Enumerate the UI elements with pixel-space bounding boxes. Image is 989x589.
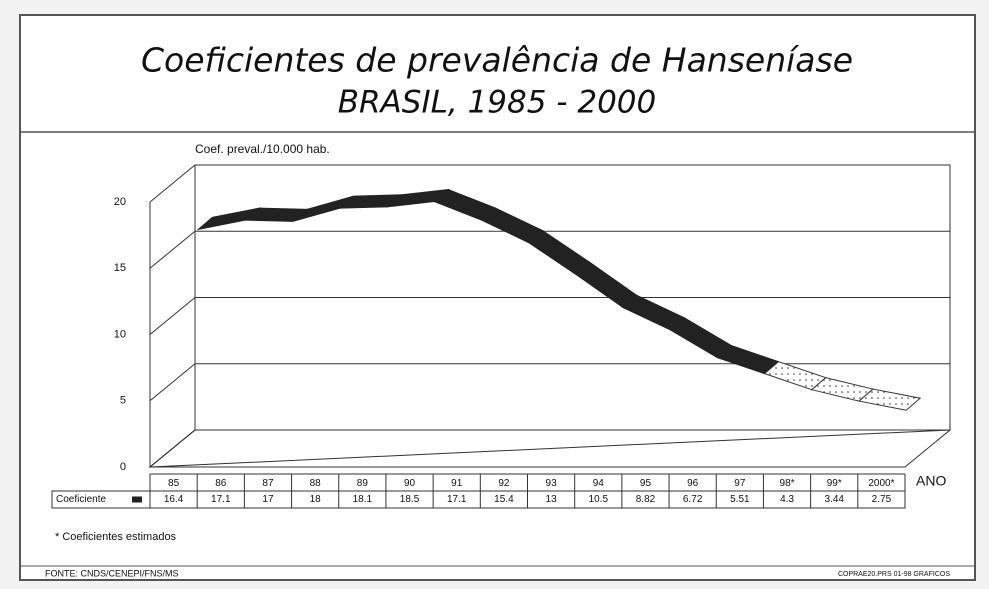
x-tick-label: 96 (687, 478, 699, 489)
source: FONTE: CNDS/CENEPI/FNS/MS (45, 568, 179, 578)
table-value: 5.51 (730, 494, 750, 505)
x-tick-label: 95 (640, 478, 652, 489)
footnote: * Coeficientes estimados (55, 531, 177, 543)
x-tick-label: 2000* (868, 478, 894, 489)
table-value: 4.3 (780, 494, 794, 505)
table-value: 16.4 (164, 494, 184, 505)
x-tick-label: 99* (827, 478, 842, 489)
tick-diagonal (149, 363, 196, 402)
y-tick-label: 10 (114, 328, 126, 340)
x-tick-label: 94 (593, 478, 605, 489)
tick-diagonal (149, 429, 196, 468)
x-tick-label: 97 (734, 478, 746, 489)
x-tick-label: 98* (780, 478, 795, 489)
tick-diagonal (149, 297, 196, 335)
x-tick-label: 90 (404, 478, 416, 489)
x-tick-label: 87 (262, 478, 274, 489)
y-axis-label: Coef. preval./10.000 hab. (195, 142, 330, 156)
table-value: 18.1 (353, 494, 373, 505)
ribbon-segment (857, 388, 922, 411)
table-value: 2.75 (872, 494, 892, 505)
table-value: 17.1 (447, 494, 467, 505)
x-tick-label: 92 (498, 478, 510, 489)
table-value: 15.4 (494, 494, 514, 505)
table-value: 3.44 (824, 494, 844, 505)
x-tick-label: 86 (215, 478, 227, 489)
y-tick-label: 15 (114, 262, 126, 274)
x-tick-label: 93 (546, 478, 558, 489)
table-value: 13 (546, 494, 558, 505)
table-value: 8.82 (636, 494, 656, 505)
legend-swatch (132, 496, 142, 503)
y-tick-label: 5 (120, 395, 126, 407)
table-value: 18 (310, 494, 322, 505)
tick-diagonal (149, 164, 196, 203)
table-value: 6.72 (683, 494, 703, 505)
table-value: 17 (262, 494, 274, 505)
table-value: 18.5 (400, 494, 420, 505)
x-tick-label: 91 (451, 478, 463, 489)
y-tick-label: 0 (120, 461, 126, 473)
table-value: 10.5 (589, 494, 609, 505)
x-axis-label: ANO (916, 473, 946, 489)
legend-label: Coeficiente (56, 494, 106, 505)
x-tick-label: 88 (310, 478, 322, 489)
tick-diagonal (149, 230, 196, 269)
x-tick-label: 89 (357, 478, 369, 489)
code: COPRAE20.PRS 01-98 GRAFICOS (838, 571, 950, 578)
chart-subtitle: BRASIL, 1985 - 2000 (338, 85, 657, 121)
table-value: 17.1 (211, 494, 231, 505)
x-tick-label: 85 (168, 478, 180, 489)
y-tick-label: 20 (114, 196, 126, 208)
chart-title: Coeficientes de prevalência de Hansenías… (141, 41, 853, 80)
